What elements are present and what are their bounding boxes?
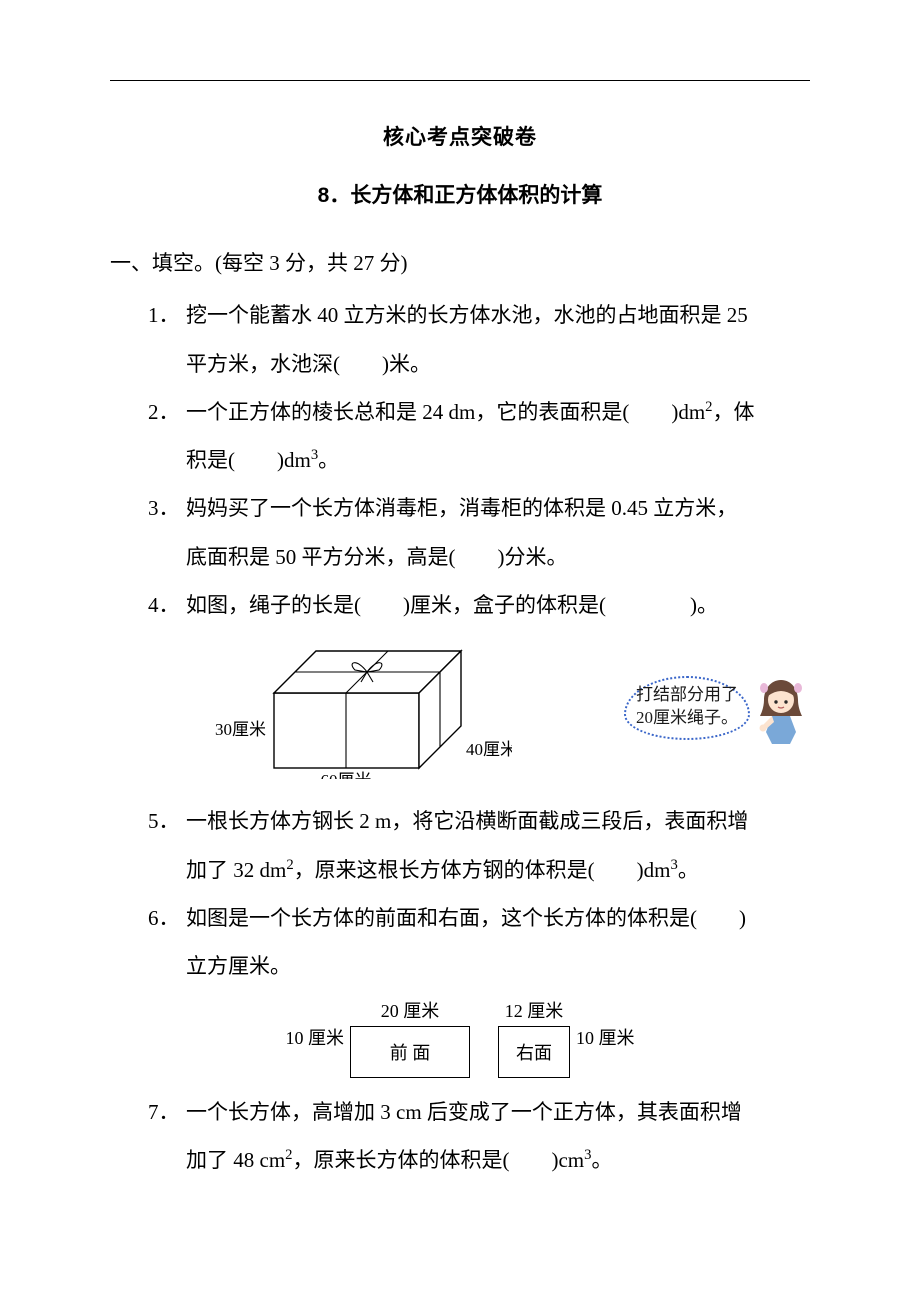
title-main: 核心考点突破卷 xyxy=(110,121,810,151)
question-2: 2．一个正方体的棱长总和是 24 dm，它的表面积是( )dm2，体 xyxy=(110,388,810,436)
question-3: 3．妈妈买了一个长方体消毒柜，消毒柜的体积是 0.45 立方米， xyxy=(110,484,810,532)
fig4-w-label: 60厘米 xyxy=(321,771,372,779)
bubble-line-1: 打结部分用了 xyxy=(636,685,738,704)
fig6-front-w: 20 厘米 xyxy=(381,997,440,1023)
fig6-front-h: 10 厘米 xyxy=(286,1024,345,1050)
figure-6: 10 厘米 20 厘米 前 面 12 厘米 右面 10 厘米 xyxy=(110,997,810,1078)
question-7: 7．一个长方体，高增加 3 cm 后变成了一个正方体，其表面积增 xyxy=(110,1088,810,1136)
bubble-column: 打结部分用了 20厘米绳子。 xyxy=(624,676,810,746)
front-face-text: 前 面 xyxy=(390,1039,431,1065)
q7-text-a: 一个长方体，高增加 3 cm 后变成了一个正方体，其表面积增 xyxy=(186,1100,742,1124)
fig6-right-h: 10 厘米 xyxy=(576,1024,635,1050)
q7-line-b: 加了 48 cm2，原来长方体的体积是( )cm3。 xyxy=(110,1136,810,1184)
fig6-right-w: 12 厘米 xyxy=(505,997,564,1023)
q5-line-b: 加了 32 dm2，原来这根长方体方钢的体积是( )dm3。 xyxy=(110,846,810,894)
q7-text-b-tail2: 。 xyxy=(591,1148,612,1172)
q7-text-b-tail: ，原来长方体的体积是( )cm xyxy=(293,1148,585,1172)
q1-text-b: 平方米，水池深( )米。 xyxy=(110,340,810,388)
sup-3b: 3 xyxy=(671,857,678,873)
front-col: 20 厘米 前 面 xyxy=(350,997,470,1078)
q5-number: 5． xyxy=(148,797,186,845)
front-face-group: 10 厘米 20 厘米 前 面 xyxy=(286,997,471,1078)
q1-number: 1． xyxy=(148,291,186,339)
right-face-group: 12 厘米 右面 10 厘米 xyxy=(498,997,635,1078)
figure-4: 30厘米 60厘米 40厘米 打结部分用了 20厘米绳子。 xyxy=(110,633,810,789)
q2-line-b: 积是( )dm3。 xyxy=(110,436,810,484)
speech-bubble: 打结部分用了 20厘米绳子。 xyxy=(624,676,750,740)
q2-number: 2． xyxy=(148,388,186,436)
q3-text-b: 底面积是 50 平方分米，高是( )分米。 xyxy=(110,533,810,581)
q5-text-b-tail2: 。 xyxy=(678,858,699,882)
question-4: 4．如图，绳子的长是( )厘米，盒子的体积是( )。 xyxy=(110,581,810,629)
box-diagram: 30厘米 60厘米 40厘米 xyxy=(212,639,512,779)
front-face-rect: 前 面 xyxy=(350,1026,470,1078)
q2-text-b: 积是( )dm xyxy=(186,448,311,472)
page: 核心考点突破卷 8．长方体和正方体体积的计算 一、填空。(每空 3 分，共 27… xyxy=(0,0,920,1244)
q6-text-b: 立方厘米。 xyxy=(110,942,810,990)
fig4-d-label: 40厘米 xyxy=(466,740,512,759)
q2-text-b-tail: 。 xyxy=(318,448,339,472)
sup-2c: 2 xyxy=(285,1147,292,1163)
q6-number: 6． xyxy=(148,894,186,942)
right-face-rect: 右面 xyxy=(498,1026,570,1078)
q7-number: 7． xyxy=(148,1088,186,1136)
q2-text-a-tail: ，体 xyxy=(713,400,755,424)
section-1-head: 一、填空。(每空 3 分，共 27 分) xyxy=(110,239,810,287)
q4-text-a: 如图，绳子的长是( )厘米，盒子的体积是( )。 xyxy=(186,593,718,617)
q5-text-b: 加了 32 dm xyxy=(186,858,286,882)
sup-2b: 2 xyxy=(286,857,293,873)
title-sub: 8．长方体和正方体体积的计算 xyxy=(110,179,810,209)
q2-text-a: 一个正方体的棱长总和是 24 dm，它的表面积是( )dm xyxy=(186,400,705,424)
right-col: 12 厘米 右面 xyxy=(498,997,570,1078)
sup-2: 2 xyxy=(705,399,712,415)
girl-icon xyxy=(752,672,810,746)
question-1: 1．挖一个能蓄水 40 立方米的长方体水池，水池的占地面积是 25 xyxy=(110,291,810,339)
q4-number: 4． xyxy=(148,581,186,629)
bubble-line-2: 20厘米绳子。 xyxy=(636,708,738,727)
question-6: 6．如图是一个长方体的前面和右面，这个长方体的体积是( ) xyxy=(110,894,810,942)
right-face-text: 右面 xyxy=(516,1039,552,1065)
q7-text-b: 加了 48 cm xyxy=(186,1148,285,1172)
q3-text-a: 妈妈买了一个长方体消毒柜，消毒柜的体积是 0.45 立方米， xyxy=(186,496,737,520)
q6-text-a: 如图是一个长方体的前面和右面，这个长方体的体积是( ) xyxy=(186,906,746,930)
q1-text-a: 挖一个能蓄水 40 立方米的长方体水池，水池的占地面积是 25 xyxy=(186,303,748,327)
q5-text-a: 一根长方体方钢长 2 m，将它沿横断面截成三段后，表面积增 xyxy=(186,809,748,833)
question-5: 5．一根长方体方钢长 2 m，将它沿横断面截成三段后，表面积增 xyxy=(110,797,810,845)
q5-text-b-tail: ，原来这根长方体方钢的体积是( )dm xyxy=(294,858,671,882)
fig4-h-label: 30厘米 xyxy=(215,720,266,739)
header-rule xyxy=(110,80,810,81)
q3-number: 3． xyxy=(148,484,186,532)
